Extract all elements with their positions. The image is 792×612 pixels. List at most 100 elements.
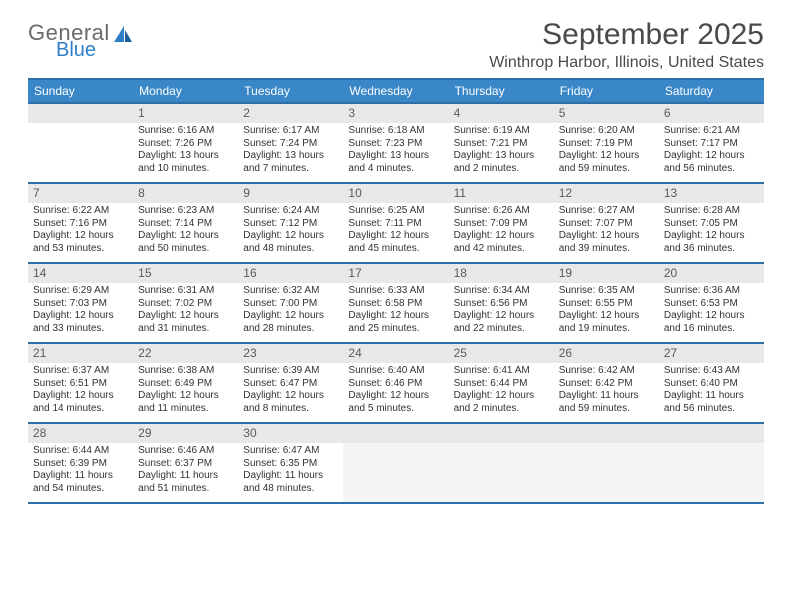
day-cell: 5Sunrise: 6:20 AMSunset: 7:19 PMDaylight… [554,104,659,182]
sunrise-text: Sunrise: 6:44 AM [33,445,128,458]
day-cell: 30Sunrise: 6:47 AMSunset: 6:35 PMDayligh… [238,424,343,502]
sunset-text: Sunset: 6:39 PM [33,458,128,471]
daylight1-text: Daylight: 12 hours [138,230,233,243]
day-cell: 22Sunrise: 6:38 AMSunset: 6:49 PMDayligh… [133,344,238,422]
sunset-text: Sunset: 6:55 PM [559,298,654,311]
daylight2-text: and 53 minutes. [33,243,128,256]
daylight1-text: Daylight: 11 hours [138,470,233,483]
daylight1-text: Daylight: 12 hours [33,390,128,403]
daylight2-text: and 36 minutes. [664,243,759,256]
day-cell [659,424,764,502]
day-number: 25 [449,344,554,363]
sunset-text: Sunset: 6:49 PM [138,378,233,391]
sunrise-text: Sunrise: 6:29 AM [33,285,128,298]
day-cell [449,424,554,502]
daylight2-text: and 19 minutes. [559,323,654,336]
weekday-header: Thursday [449,80,554,102]
day-number: 9 [238,184,343,203]
sunset-text: Sunset: 7:03 PM [33,298,128,311]
day-body: Sunrise: 6:17 AMSunset: 7:24 PMDaylight:… [238,123,343,179]
sunrise-text: Sunrise: 6:18 AM [348,125,443,138]
day-cell: 13Sunrise: 6:28 AMSunset: 7:05 PMDayligh… [659,184,764,262]
sunset-text: Sunset: 7:19 PM [559,138,654,151]
day-cell: 29Sunrise: 6:46 AMSunset: 6:37 PMDayligh… [133,424,238,502]
week-row: 14Sunrise: 6:29 AMSunset: 7:03 PMDayligh… [28,264,764,344]
sunset-text: Sunset: 6:51 PM [33,378,128,391]
day-body: Sunrise: 6:19 AMSunset: 7:21 PMDaylight:… [449,123,554,179]
day-body: Sunrise: 6:28 AMSunset: 7:05 PMDaylight:… [659,203,764,259]
day-cell [28,104,133,182]
daylight1-text: Daylight: 11 hours [33,470,128,483]
daylight1-text: Daylight: 13 hours [138,150,233,163]
sunset-text: Sunset: 7:21 PM [454,138,549,151]
sunset-text: Sunset: 6:58 PM [348,298,443,311]
logo-text: General Blue [28,22,110,60]
day-cell: 20Sunrise: 6:36 AMSunset: 6:53 PMDayligh… [659,264,764,342]
month-title: September 2025 [489,18,764,52]
daylight2-text: and 25 minutes. [348,323,443,336]
day-cell: 4Sunrise: 6:19 AMSunset: 7:21 PMDaylight… [449,104,554,182]
daylight2-text: and 59 minutes. [559,403,654,416]
sunrise-text: Sunrise: 6:40 AM [348,365,443,378]
week-row: 1Sunrise: 6:16 AMSunset: 7:26 PMDaylight… [28,104,764,184]
daylight2-text: and 45 minutes. [348,243,443,256]
sunrise-text: Sunrise: 6:20 AM [559,125,654,138]
daylight1-text: Daylight: 13 hours [348,150,443,163]
day-body: Sunrise: 6:47 AMSunset: 6:35 PMDaylight:… [238,443,343,499]
daylight2-text: and 56 minutes. [664,403,759,416]
sunset-text: Sunset: 7:24 PM [243,138,338,151]
daylight1-text: Daylight: 12 hours [348,230,443,243]
day-body: Sunrise: 6:46 AMSunset: 6:37 PMDaylight:… [133,443,238,499]
sunrise-text: Sunrise: 6:17 AM [243,125,338,138]
day-number: 24 [343,344,448,363]
daylight1-text: Daylight: 12 hours [664,310,759,323]
day-number: 27 [659,344,764,363]
sunrise-text: Sunrise: 6:25 AM [348,205,443,218]
sunset-text: Sunset: 7:09 PM [454,218,549,231]
sunrise-text: Sunrise: 6:31 AM [138,285,233,298]
day-number: 28 [28,424,133,443]
calendar-page: General Blue September 2025 Winthrop Har… [0,0,792,514]
daylight1-text: Daylight: 12 hours [33,230,128,243]
weekday-header: Monday [133,80,238,102]
day-number: 18 [449,264,554,283]
day-number: 2 [238,104,343,123]
daylight2-text: and 8 minutes. [243,403,338,416]
day-body: Sunrise: 6:33 AMSunset: 6:58 PMDaylight:… [343,283,448,339]
daylight2-text: and 31 minutes. [138,323,233,336]
sunrise-text: Sunrise: 6:22 AM [33,205,128,218]
sunrise-text: Sunrise: 6:26 AM [454,205,549,218]
daylight1-text: Daylight: 11 hours [664,390,759,403]
day-body: Sunrise: 6:20 AMSunset: 7:19 PMDaylight:… [554,123,659,179]
sunset-text: Sunset: 7:16 PM [33,218,128,231]
logo: General Blue [28,18,134,60]
sunset-text: Sunset: 6:44 PM [454,378,549,391]
daylight1-text: Daylight: 12 hours [664,230,759,243]
day-cell: 19Sunrise: 6:35 AMSunset: 6:55 PMDayligh… [554,264,659,342]
day-number: 26 [554,344,659,363]
day-number-bar [28,104,133,123]
day-number-bar [554,424,659,443]
sail-icon [112,24,134,51]
day-cell [343,424,448,502]
sunrise-text: Sunrise: 6:42 AM [559,365,654,378]
day-body: Sunrise: 6:22 AMSunset: 7:16 PMDaylight:… [28,203,133,259]
daylight2-text: and 5 minutes. [348,403,443,416]
daylight2-text: and 33 minutes. [33,323,128,336]
daylight1-text: Daylight: 12 hours [348,390,443,403]
weekday-header: Sunday [28,80,133,102]
day-body: Sunrise: 6:40 AMSunset: 6:46 PMDaylight:… [343,363,448,419]
daylight1-text: Daylight: 12 hours [454,310,549,323]
sunrise-text: Sunrise: 6:39 AM [243,365,338,378]
day-body: Sunrise: 6:43 AMSunset: 6:40 PMDaylight:… [659,363,764,419]
sunset-text: Sunset: 6:35 PM [243,458,338,471]
day-body: Sunrise: 6:38 AMSunset: 6:49 PMDaylight:… [133,363,238,419]
sunset-text: Sunset: 7:11 PM [348,218,443,231]
day-cell: 16Sunrise: 6:32 AMSunset: 7:00 PMDayligh… [238,264,343,342]
day-number: 6 [659,104,764,123]
daylight2-text: and 59 minutes. [559,163,654,176]
week-row: 21Sunrise: 6:37 AMSunset: 6:51 PMDayligh… [28,344,764,424]
day-body: Sunrise: 6:18 AMSunset: 7:23 PMDaylight:… [343,123,448,179]
daylight2-text: and 51 minutes. [138,483,233,496]
logo-word-blue: Blue [56,40,110,60]
